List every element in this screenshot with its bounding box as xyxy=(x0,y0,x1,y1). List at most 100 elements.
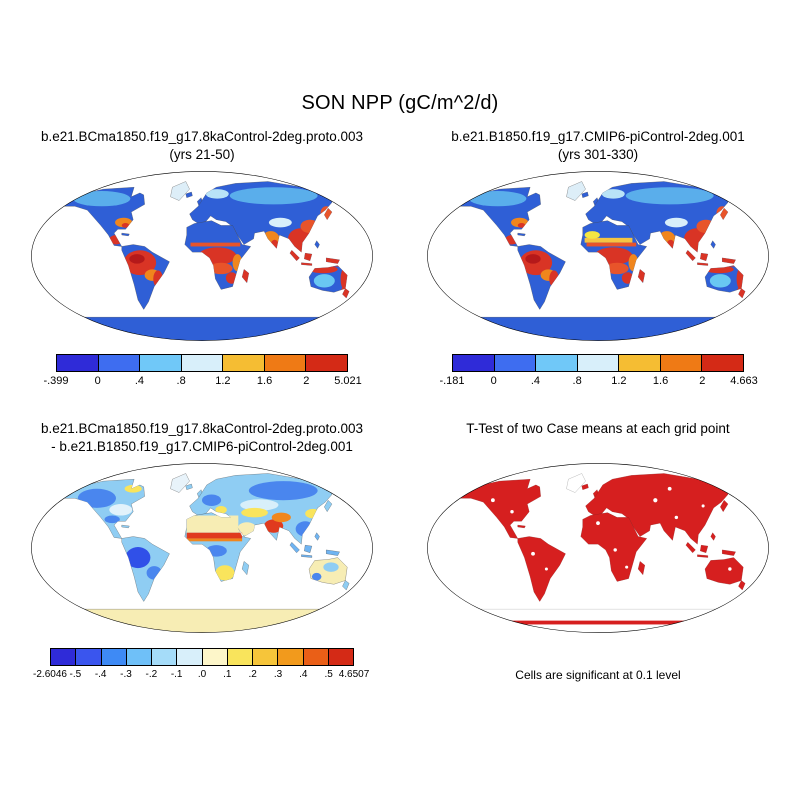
colorbar-label: 5.021 xyxy=(334,375,362,387)
map-picontrol xyxy=(427,171,769,341)
colorbar-labels: -.399 0 .4 .8 1.2 1.6 2 5.021 xyxy=(43,375,361,389)
colorbar-segment xyxy=(702,355,744,371)
colorbar-segment xyxy=(264,355,307,371)
map-border xyxy=(31,171,373,341)
sahara-pale-diff xyxy=(186,515,239,533)
iceland xyxy=(185,191,193,199)
colorbar-label: 1.2 xyxy=(215,375,231,387)
colorbar-segment xyxy=(253,649,279,665)
colorbar-difference: -2.6046 -.5 -.4 -.3 -.2 -.1 .0 .1 .2 .3 .4 .5 4.6507 xyxy=(33,648,369,683)
colorbar-label: 2 xyxy=(699,375,706,387)
diff-case-1: b.e21.BCma1850.f19_g17.8kaControl-2deg.p… xyxy=(41,421,363,436)
colorbar-label: .4 xyxy=(299,669,308,680)
colorbar-label: 1.6 xyxy=(256,375,273,387)
map-border xyxy=(427,463,769,633)
panel-ttest: T-Test of two Case means at each grid po… xyxy=(404,420,792,682)
colorbar-segment xyxy=(152,649,178,665)
antarctica xyxy=(48,316,356,341)
colorbar-segment xyxy=(101,649,127,665)
panel-title-difference: b.e21.BCma1850.f19_g17.8kaControl-2deg.p… xyxy=(8,420,396,456)
significance-caption: Cells are significant at 0.1 level xyxy=(515,668,681,682)
colorbar-label: -.2 xyxy=(145,669,158,680)
colorbar-label: 4.6507 xyxy=(338,669,370,680)
figure-title: SON NPP (gC/m^2/d) xyxy=(301,92,499,114)
difference-overlay-patches xyxy=(77,481,339,581)
colorbar-label: .4 xyxy=(530,375,541,387)
colorbar-segment xyxy=(328,649,353,665)
colorbar-segment xyxy=(126,649,152,665)
colorbar-label: .5 xyxy=(324,669,333,680)
map-border xyxy=(427,171,769,341)
colorbar-segment xyxy=(223,355,265,371)
colorbar-segment xyxy=(227,649,253,665)
case-name-picontrol: b.e21.B1850.f19_g17.CMIP6-piControl-2deg… xyxy=(451,129,745,144)
colorbar-segment xyxy=(306,355,348,371)
colorbar-label: 1.6 xyxy=(652,375,669,387)
colorbar-segment xyxy=(303,649,329,665)
colorbar-label: 4.663 xyxy=(730,375,758,387)
colorbar-segment xyxy=(577,355,620,371)
colorbar-label: -.5 xyxy=(69,669,82,680)
case-years-picontrol: (yrs 301-330) xyxy=(557,146,639,162)
colorbar-segment xyxy=(278,649,304,665)
colorbar-label: -.181 xyxy=(439,375,465,387)
caribbean xyxy=(121,232,130,237)
map-border xyxy=(31,463,373,633)
panel-title-ttest: T-Test of two Case means at each grid po… xyxy=(404,420,792,456)
amazon-negative-diff xyxy=(125,547,151,569)
antarctica-significant-strip xyxy=(473,620,723,625)
colorbar-segment xyxy=(98,355,141,371)
panel-title-8ka: b.e21.BCma1850.f19_g17.8kaControl-2deg.p… xyxy=(8,128,396,164)
ttest-overlay-patches xyxy=(473,486,732,625)
india-positive-diff xyxy=(264,519,284,533)
colorbar-segment xyxy=(177,649,203,665)
colorbar-segment xyxy=(51,649,77,665)
map-ttest xyxy=(427,463,769,633)
panel-title-picontrol: b.e21.B1850.f19_g17.CMIP6-piControl-2deg… xyxy=(404,128,792,164)
sahel-positive-diff xyxy=(186,532,243,539)
colorbar-segment xyxy=(57,355,99,371)
colorbar-label: 0 xyxy=(490,375,497,387)
colorbar-label: 0 xyxy=(94,375,101,387)
diff-case-2: - b.e21.B1850.f19_g17.CMIP6-piControl-2d… xyxy=(51,438,353,454)
colorbar-label: .8 xyxy=(176,375,186,387)
colorbar-boxes xyxy=(50,648,354,666)
colorbar-picontrol: -.181 0 .4 .8 1.2 1.6 2 4.663 xyxy=(439,354,758,389)
colorbar-label: 1.2 xyxy=(611,375,627,387)
colorbar-boxes xyxy=(56,354,348,372)
colorbar-label: -2.6046 xyxy=(33,669,67,680)
africa-high-npp xyxy=(198,247,237,265)
npp-overlay-patches xyxy=(73,187,351,299)
colorbar-labels: -.181 0 .4 .8 1.2 1.6 2 4.663 xyxy=(439,375,757,389)
continents xyxy=(444,472,752,633)
colorbar-segment xyxy=(494,355,537,371)
colorbar-label: .8 xyxy=(572,375,582,387)
colorbar-label: 2 xyxy=(303,375,310,387)
colorbar-label: -.4 xyxy=(94,669,107,680)
sahel-yellow-band xyxy=(584,237,633,243)
colorbar-segment xyxy=(181,355,224,371)
philippines xyxy=(314,240,321,249)
colorbar-segment xyxy=(619,355,661,371)
colorbar-label: -.1 xyxy=(170,669,183,680)
panel-8ka-control: b.e21.BCma1850.f19_g17.8kaControl-2deg.p… xyxy=(8,128,396,389)
colorbar-segment xyxy=(76,649,102,665)
colorbar-segment xyxy=(202,649,228,665)
case-name-8ka: b.e21.BCma1850.f19_g17.8kaControl-2deg.p… xyxy=(41,129,363,144)
colorbar-8ka-control: -.399 0 .4 .8 1.2 1.6 2 5.021 xyxy=(43,354,362,389)
colorbar-label: .1 xyxy=(223,669,232,680)
colorbar-boxes xyxy=(452,354,744,372)
case-years-8ka: (yrs 21-50) xyxy=(169,146,235,162)
map-8ka-control xyxy=(31,171,373,341)
panel-picontrol: b.e21.B1850.f19_g17.CMIP6-piControl-2deg… xyxy=(404,128,792,389)
colorbar-label: -.3 xyxy=(120,669,132,680)
colorbar-segment xyxy=(453,355,495,371)
colorbar-label: -.399 xyxy=(43,375,69,387)
colorbar-label: .2 xyxy=(248,669,257,680)
colorbar-segment xyxy=(140,355,182,371)
map-difference xyxy=(31,463,373,633)
colorbar-label: .3 xyxy=(273,669,283,680)
colorbar-segment xyxy=(536,355,578,371)
colorbar-label: .4 xyxy=(134,375,145,387)
